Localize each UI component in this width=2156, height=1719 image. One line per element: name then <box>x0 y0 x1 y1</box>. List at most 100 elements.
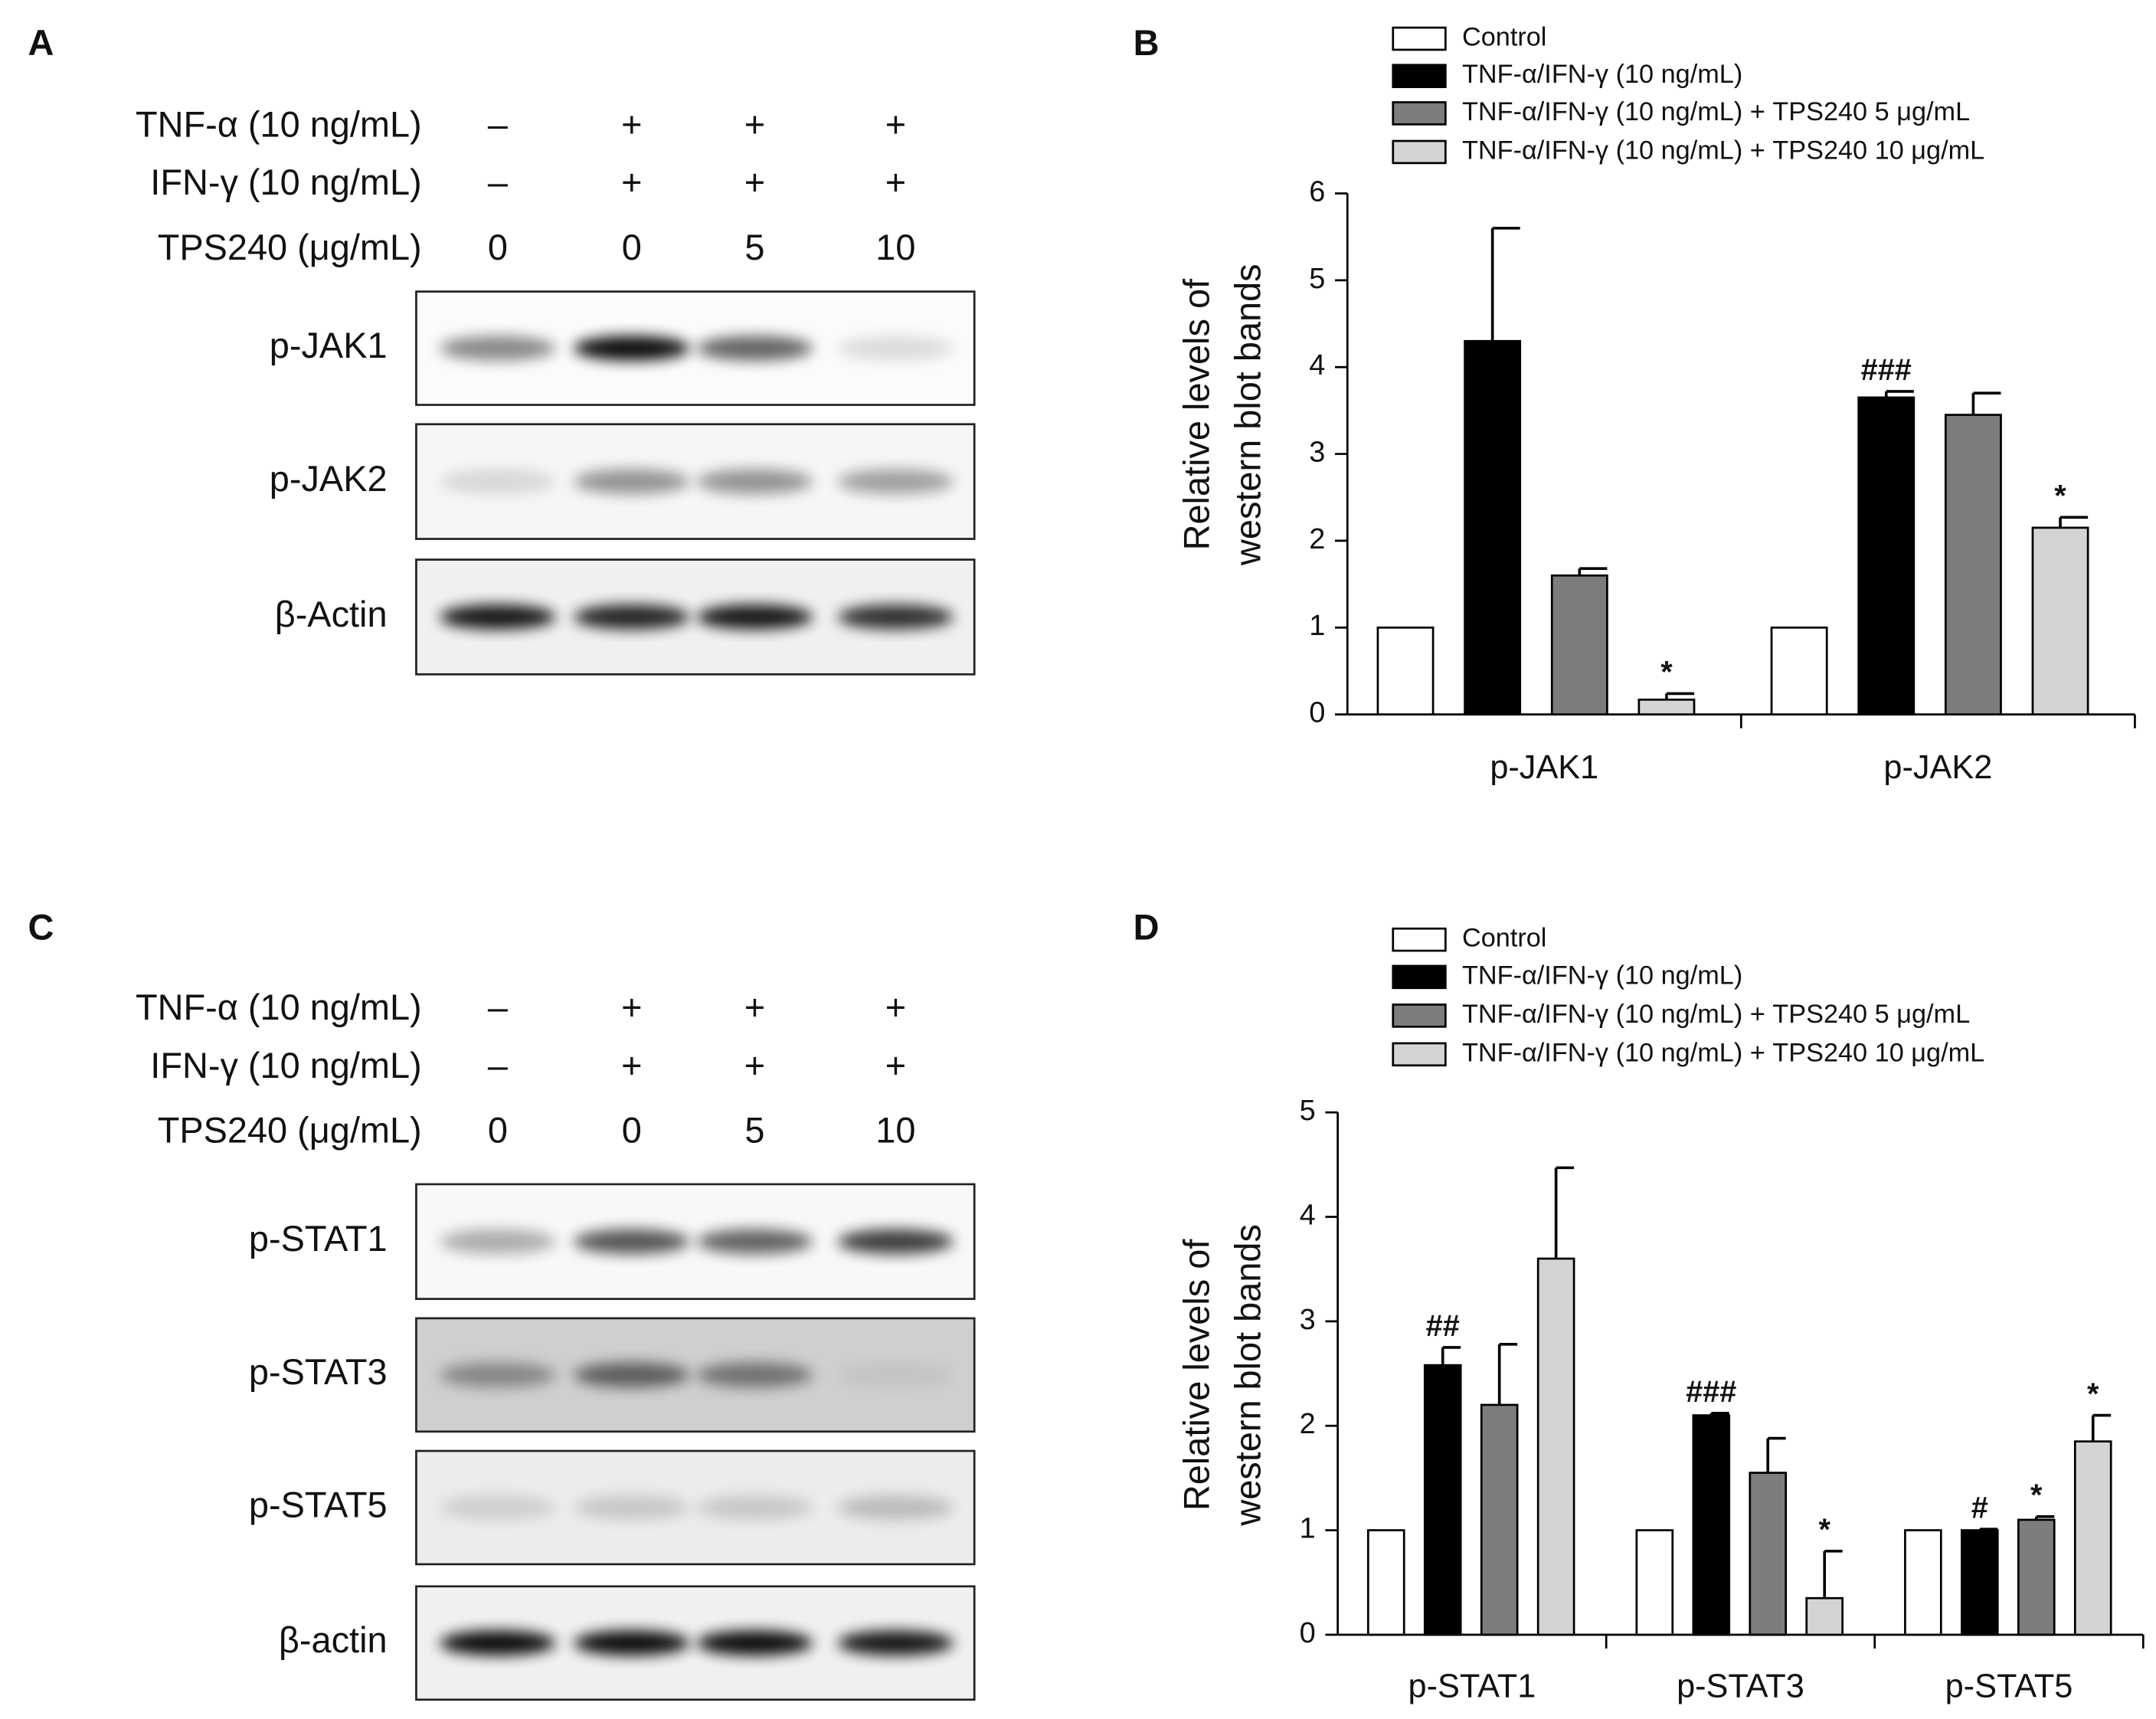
band <box>696 604 813 630</box>
legend-label: TNF-α/IFN-γ (10 ng/mL) <box>1462 961 1742 990</box>
bar <box>1692 1414 1731 1636</box>
bar <box>1536 1257 1575 1636</box>
panel-letter: B <box>1134 23 1160 63</box>
band <box>440 1495 556 1521</box>
treatment-label: TPS240 (μg/mL) <box>158 228 422 267</box>
y-tick-label: 4 <box>1309 349 1325 381</box>
lane-value: + <box>885 162 906 202</box>
lane-value: + <box>744 987 765 1027</box>
band-label: p-JAK2 <box>270 459 388 499</box>
treatment-label: IFN-γ (10 ng/mL) <box>150 162 421 202</box>
significance-label: * <box>2054 480 2066 513</box>
treatment-label: TNF-α (10 ng/mL) <box>136 104 422 144</box>
y-tick-label: 5 <box>1309 263 1325 295</box>
band <box>440 1362 556 1388</box>
legend-label: TNF-α/IFN-γ (10 ng/mL) + TPS240 5 μg/mL <box>1462 97 1970 126</box>
band <box>574 469 690 494</box>
y-tick-label: 2 <box>1300 1408 1316 1440</box>
band <box>574 1229 690 1255</box>
band <box>440 1229 556 1255</box>
band-label: p-JAK1 <box>270 326 388 365</box>
lane-value: 5 <box>744 228 764 267</box>
lane-value: + <box>744 104 765 144</box>
band <box>440 336 556 361</box>
x-tick-label: p-JAK2 <box>1883 749 1992 786</box>
band <box>696 469 813 494</box>
legend-label: Control <box>1462 23 1546 52</box>
bar <box>1904 1529 1942 1636</box>
bar <box>2017 1518 2056 1636</box>
significance-label: * <box>1660 656 1673 689</box>
lane-value: 10 <box>875 228 915 267</box>
significance-label: * <box>1818 1513 1830 1547</box>
legend-swatch <box>1392 64 1447 88</box>
bar <box>1366 1529 1405 1636</box>
legend-swatch <box>1392 927 1447 952</box>
legend-swatch <box>1392 101 1447 126</box>
bar <box>1770 626 1828 715</box>
band <box>837 1362 954 1388</box>
panel-letter: D <box>1134 907 1160 947</box>
bar <box>1423 1364 1462 1636</box>
bar <box>1805 1596 1844 1636</box>
band <box>440 469 556 494</box>
band <box>574 604 690 630</box>
y-tick-label: 6 <box>1309 176 1325 208</box>
lane-value: – <box>488 1046 509 1085</box>
band <box>696 1630 813 1656</box>
lane-value: 5 <box>744 1111 764 1151</box>
bar <box>1961 1529 1999 1636</box>
band-label: p-STAT5 <box>249 1485 388 1524</box>
band <box>837 1495 954 1521</box>
x-tick-label: p-STAT5 <box>1945 1668 2073 1705</box>
band <box>837 336 954 361</box>
lane-value: + <box>621 104 642 144</box>
legend-label: TNF-α/IFN-γ (10 ng/mL) + TPS240 10 μg/mL <box>1462 136 1984 165</box>
bar <box>1376 626 1435 715</box>
y-tick-label: 0 <box>1309 697 1325 729</box>
band <box>574 336 690 361</box>
band <box>574 1495 690 1521</box>
significance-label: ### <box>1861 353 1912 387</box>
band <box>837 1630 954 1656</box>
y-axis-label: Relative levels of <box>1177 1239 1217 1511</box>
bar <box>2031 526 2089 715</box>
panel-letter: A <box>28 23 54 63</box>
lane-value: – <box>488 162 509 202</box>
y-axis-label: Relative levels of <box>1177 278 1217 550</box>
lane-value: + <box>621 1046 642 1085</box>
lane-value: 0 <box>488 228 508 267</box>
lane-value: 0 <box>488 1111 508 1151</box>
lane-value: + <box>744 1046 765 1085</box>
lane-value: – <box>488 987 509 1027</box>
significance-label: ### <box>1686 1375 1736 1409</box>
band <box>574 1362 690 1388</box>
y-tick-label: 1 <box>1300 1513 1316 1545</box>
lane-value: + <box>621 987 642 1027</box>
treatment-label: IFN-γ (10 ng/mL) <box>150 1046 421 1085</box>
lane-value: + <box>621 162 642 202</box>
y-axis-label: western blot bands <box>1228 264 1268 566</box>
x-tick-label: p-JAK1 <box>1490 749 1598 786</box>
legend-swatch <box>1392 1042 1447 1067</box>
band <box>837 469 954 494</box>
legend-swatch <box>1392 964 1447 990</box>
legend-swatch <box>1392 1004 1447 1028</box>
band <box>440 1630 556 1656</box>
y-axis-label: western blot bands <box>1228 1224 1268 1527</box>
significance-label: # <box>1971 1491 1988 1524</box>
legend-swatch <box>1392 26 1447 51</box>
band <box>696 1495 813 1521</box>
lane-value: + <box>885 1046 906 1085</box>
legend-label: Control <box>1462 924 1546 953</box>
band-label: β-actin <box>279 1620 388 1660</box>
lane-value: 0 <box>622 228 642 267</box>
band <box>696 1362 813 1388</box>
band-label: β-Actin <box>275 594 388 634</box>
bar <box>1480 1403 1519 1636</box>
y-tick-label: 0 <box>1300 1617 1316 1649</box>
lane-value: 10 <box>875 1111 915 1151</box>
y-tick-label: 1 <box>1309 610 1325 642</box>
y-tick-label: 4 <box>1300 1199 1316 1231</box>
